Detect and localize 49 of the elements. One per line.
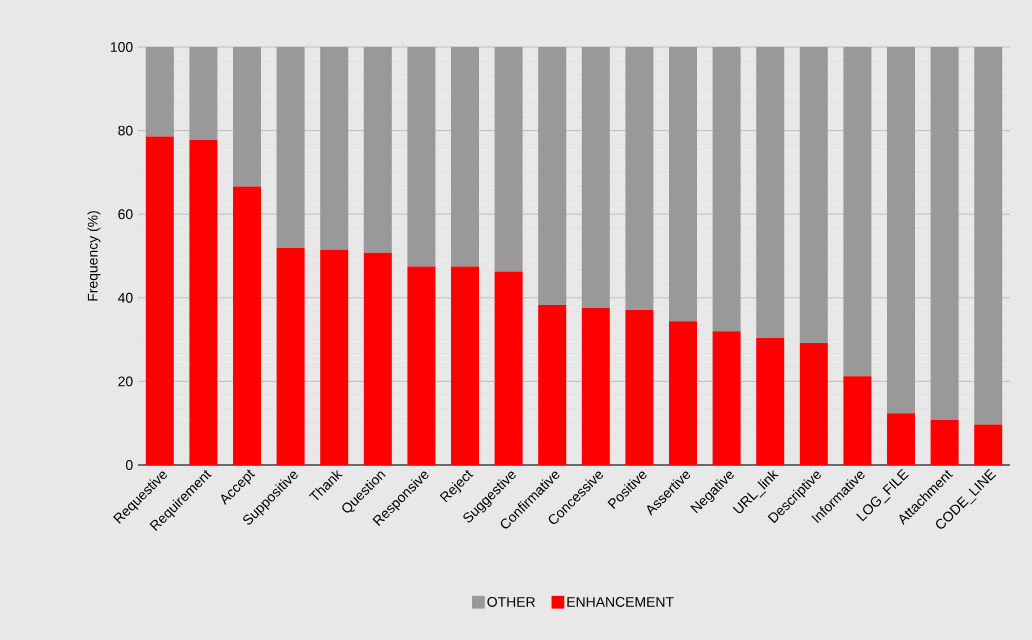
- bar: [320, 46, 349, 250]
- bar: [320, 249, 349, 465]
- bar: [494, 271, 523, 465]
- bar: [843, 376, 872, 465]
- bar: [669, 46, 698, 322]
- bar: [538, 304, 567, 465]
- bar: [233, 186, 262, 465]
- bar: [669, 321, 698, 465]
- bar: [887, 46, 916, 414]
- bar: [843, 46, 872, 377]
- bar: [189, 139, 218, 465]
- bar: [712, 331, 741, 465]
- legend-label: ENHANCEMENT: [567, 597, 674, 607]
- bar: [407, 266, 436, 465]
- bar: [407, 46, 436, 267]
- bar: [233, 46, 262, 187]
- bar: [974, 46, 1003, 425]
- bar: [581, 46, 610, 308]
- bar: [799, 46, 828, 343]
- bar: [363, 252, 392, 465]
- bar: [930, 419, 959, 465]
- bar: [189, 46, 218, 140]
- bar: [799, 342, 828, 465]
- bar: [887, 413, 916, 465]
- y-tick-label: 100: [110, 42, 133, 52]
- bar: [145, 136, 174, 465]
- y-tick-label: 60: [118, 209, 133, 220]
- bar: [756, 46, 785, 338]
- bar: [363, 46, 392, 253]
- bar: [625, 309, 654, 465]
- bar: [276, 46, 305, 249]
- y-tick-label: 80: [118, 125, 133, 136]
- bar: [712, 46, 741, 332]
- bar: [974, 424, 1003, 465]
- bar: [625, 46, 654, 310]
- bar: [451, 266, 480, 465]
- legend-label: OTHER: [487, 597, 535, 607]
- bar: [494, 46, 523, 272]
- y-tick-label: 20: [118, 376, 133, 387]
- bar: [930, 46, 959, 420]
- bar: [451, 46, 480, 267]
- bar: [538, 46, 567, 305]
- bar: [756, 337, 785, 465]
- y-tick-label: 0: [125, 460, 133, 470]
- bar: [581, 307, 610, 465]
- bar: [145, 46, 174, 137]
- y-axis-title: Frequency (%): [87, 211, 101, 301]
- y-tick-label: 40: [117, 292, 133, 303]
- bar: [276, 248, 305, 465]
